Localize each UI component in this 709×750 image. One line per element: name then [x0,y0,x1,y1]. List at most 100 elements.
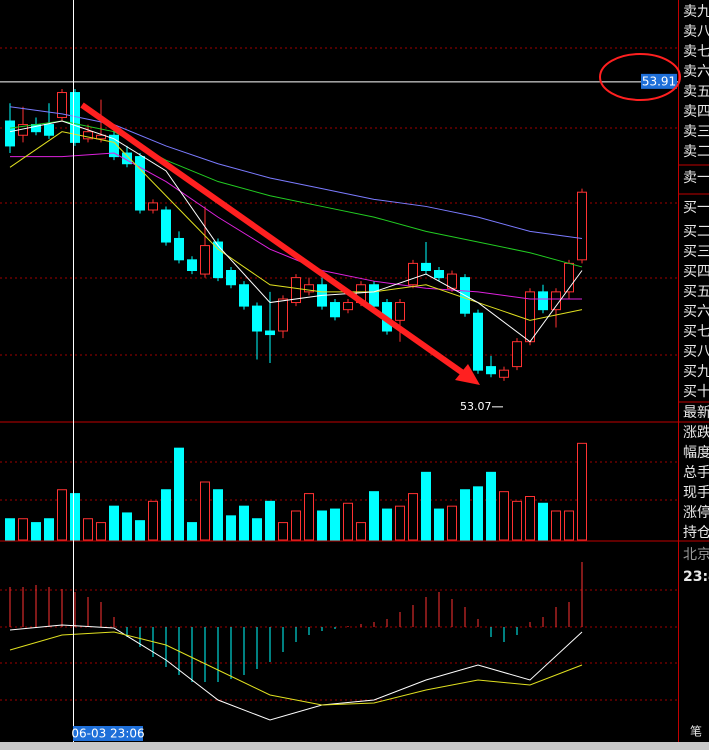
side-label: 卖八 [683,24,709,40]
highlight-circle [599,53,681,101]
volume-bar [57,489,67,541]
indicator-line [9,120,583,268]
price-tag-bg [641,73,677,89]
candle-body [161,209,171,243]
side-label: 卖一 [683,170,709,186]
candle-body [330,302,340,318]
candle-body [538,291,548,311]
volume-bar [70,493,80,541]
candle-body [577,191,587,261]
side-label: 卖六 [683,64,709,80]
candle-body [239,284,249,307]
side-label: 卖五 [683,84,709,100]
volume-bar [122,512,132,541]
low-label: 53.07 [460,400,492,413]
footer-label: 笔 [690,724,702,739]
candle-body [5,120,15,147]
candle-body [252,305,262,332]
side-label: 买二 [683,224,709,240]
side-label: 最新 [683,405,709,421]
side-label: 买六 [683,304,709,320]
volume-bar [460,489,470,541]
candle-body [44,124,54,136]
side-label: 买一 [683,200,709,216]
bottom-bar [0,742,709,750]
candle-body [226,270,236,286]
volume-bar [5,518,15,541]
volume-bar [135,520,145,541]
side-label: 总手 [683,465,709,481]
candle-body [109,134,119,158]
volume-bar [161,489,171,541]
trend-arrow [80,102,472,381]
volume-bar [83,518,93,541]
side-label: 卖二 [683,144,709,160]
volume-bar [486,471,496,541]
volume-bar [174,447,184,541]
region-label: 北京 [683,547,709,563]
clock: 23:4 [683,569,709,585]
volume-bar [265,500,275,541]
volume-bar [109,505,119,541]
volume-bar [304,493,314,541]
candle-body [512,341,522,368]
side-label: 卖九 [683,4,709,20]
volume-bar [226,515,236,541]
volume-bar [499,491,509,541]
volume-bar [343,502,353,541]
indicator-line [9,631,583,706]
time-tag-bg [73,726,143,741]
volume-bar [512,500,522,541]
candle-body [473,312,483,371]
volume-bar [96,522,106,541]
indicator-line [9,120,583,343]
side-label: 卖七 [683,44,709,60]
volume-bar [356,522,366,541]
volume-bar [187,522,197,541]
side-label: 买四 [683,264,709,280]
side-label: 持仓 [683,525,709,541]
indicator-line [9,131,583,321]
candle-body [57,92,67,118]
volume-bar [200,481,210,541]
volume-bar [330,508,340,541]
candle-body [408,262,418,286]
candle-body [174,237,184,261]
volume-bar [434,508,444,541]
candle-body [434,270,444,279]
side-label: 幅度 [683,445,709,461]
volume-bar [31,522,41,541]
volume-bar [408,493,418,541]
candle-body [200,245,210,275]
volume-bar [421,471,431,541]
candle-body [551,291,561,311]
candle-body [122,152,132,165]
candle-body [265,330,275,336]
price-tag: 53.91 [641,73,677,89]
volume-bar [447,505,457,541]
volume-bar [239,505,249,541]
volume-bar [252,518,262,541]
volume-bar [382,508,392,541]
chart-marks [5,88,587,721]
volume-bar [525,496,535,541]
candle-body [395,302,405,321]
trend-arrow-head [455,364,480,385]
candle-body [148,202,158,211]
volume-bar [473,486,483,541]
side-label: 买八 [683,344,709,360]
candle-body [213,241,223,279]
candle-body [421,262,431,272]
candle-body [187,259,197,272]
candle-body [96,134,106,140]
volume-bar [148,500,158,541]
candle-body [343,302,353,311]
time-tag-text: 06-03 23:06 [71,727,144,741]
volume-bar [278,522,288,541]
indicator-line [9,624,583,721]
side-label: 买九 [683,364,709,380]
side-label: 卖三 [683,124,709,140]
candle-body [83,131,93,140]
